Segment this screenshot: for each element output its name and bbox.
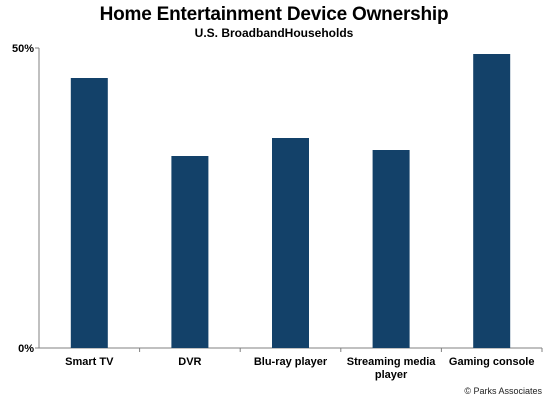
- chart-subtitle: U.S. BroadbandHouseholds: [194, 26, 354, 40]
- bar: [372, 150, 410, 348]
- y-tick-label: 0%: [18, 343, 34, 355]
- bar: [171, 156, 209, 348]
- x-tick-label: Gaming console: [449, 356, 535, 368]
- x-tick-label: Streaming media player: [347, 356, 437, 381]
- chart-title: Home Entertainment Device Ownership: [99, 4, 449, 25]
- x-tick-label: DVR: [178, 356, 201, 368]
- bar: [70, 78, 108, 348]
- copyright-note: © Parks Associates: [464, 386, 542, 396]
- y-tick-label: 50%: [12, 43, 34, 55]
- bar: [272, 138, 309, 348]
- bar: [473, 54, 511, 348]
- x-tick-label: Smart TV: [65, 356, 114, 368]
- x-tick-label: Blu-ray player: [254, 356, 328, 368]
